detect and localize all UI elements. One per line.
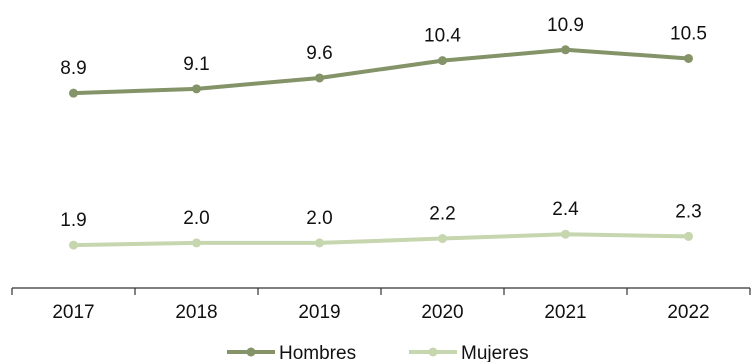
data-point-hombres-2019: [315, 73, 324, 83]
data-point-hombres-2018: [192, 84, 201, 94]
legend-marker-mujeres: [428, 347, 438, 357]
data-label-hombres-2019: 9.6: [306, 43, 332, 64]
data-point-mujeres-2022: [684, 231, 693, 241]
x-tick-label-2020: 2020: [421, 302, 463, 323]
data-label-hombres-2021: 10.9: [547, 15, 584, 36]
legend-label-mujeres: Mujeres: [461, 343, 529, 362]
data-label-mujeres-2020: 2.2: [429, 204, 455, 225]
data-label-mujeres-2022: 2.3: [675, 201, 701, 222]
data-point-mujeres-2020: [438, 234, 447, 244]
legend-item-hombres: Hombres: [227, 343, 356, 362]
x-tick-label-2018: 2018: [175, 302, 217, 323]
data-label-layer: 8.9 9.1 9.6 10.4 10.9 10.5 1.9 2.0 2.0 2.2 2.4 2.3: [60, 15, 707, 231]
data-point-hombres-2020: [438, 56, 447, 66]
series-line-mujeres: [71, 232, 691, 248]
data-label-mujeres-2017: 1.9: [60, 210, 86, 231]
data-point-hombres-2017: [69, 88, 78, 98]
data-point-hombres-2022: [684, 53, 693, 63]
data-point-hombres-2021: [561, 45, 570, 55]
legend-item-mujeres: Mujeres: [409, 343, 529, 362]
data-point-mujeres-2019: [315, 238, 324, 248]
data-label-mujeres-2018: 2.0: [183, 208, 209, 229]
data-point-mujeres-2018: [192, 238, 201, 248]
data-label-hombres-2022: 10.5: [670, 23, 707, 44]
x-tick-label-2022: 2022: [667, 302, 709, 323]
data-label-mujeres-2019: 2.0: [306, 208, 332, 229]
x-axis: 2017 2018 2019 2020 2021 2022: [11, 287, 751, 323]
data-label-hombres-2017: 8.9: [60, 58, 86, 79]
data-point-mujeres-2017: [69, 240, 78, 250]
legend-label-hombres: Hombres: [279, 343, 356, 362]
x-tick-label-2021: 2021: [544, 302, 586, 323]
data-point-mujeres-2021: [561, 229, 570, 239]
data-label-mujeres-2021: 2.4: [552, 199, 579, 220]
series-layer: [69, 45, 693, 250]
legend: Hombres Mujeres: [227, 343, 529, 362]
legend-marker-hombres: [246, 347, 256, 357]
x-tick-label-2019: 2019: [298, 302, 340, 323]
x-tick-label-2017: 2017: [52, 302, 94, 323]
series-line-hombres: [71, 47, 691, 96]
data-label-hombres-2020: 10.4: [424, 26, 461, 47]
data-label-hombres-2018: 9.1: [183, 54, 209, 75]
